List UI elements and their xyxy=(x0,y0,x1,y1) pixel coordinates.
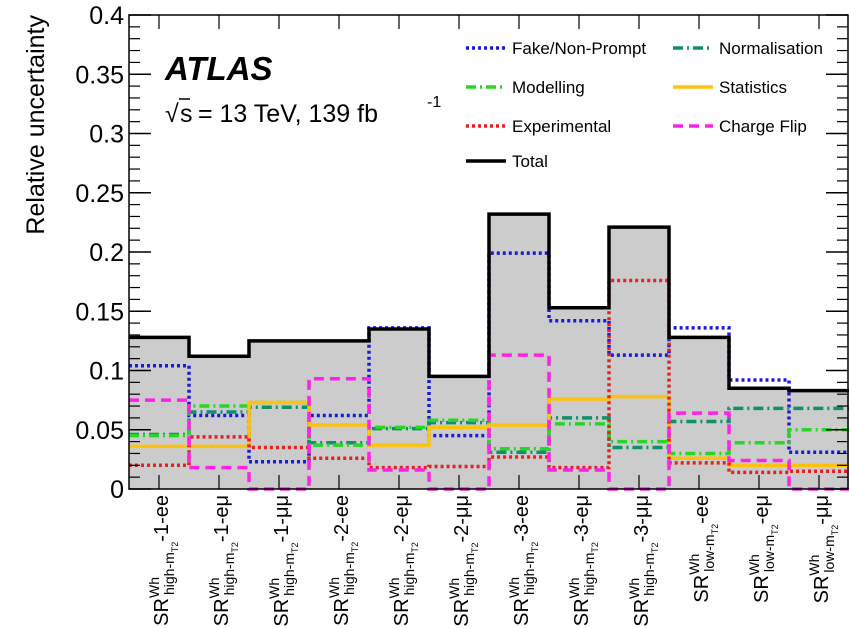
y-tick-label: 0.4 xyxy=(89,2,124,30)
series-line-charge-flip xyxy=(129,353,849,491)
svg-text:SRWhhigh-mT2-3-μμ: SRWhhigh-mT2-3-μμ xyxy=(626,495,660,627)
y-tick-label: 0 xyxy=(110,476,124,504)
svg-text:SRWhhigh-mT2-2-eμ: SRWhhigh-mT2-2-eμ xyxy=(386,495,420,626)
x-tick-labels: SRWhhigh-mT2-1-ee SRWhhigh-mT2-1-eμ SRWhhi… xyxy=(146,495,840,627)
sqrt-symbol: √ xyxy=(165,100,179,128)
legend-label: Fake/Non-Prompt xyxy=(512,39,646,58)
x-tick-label: SRWhhigh-mT2-1-ee xyxy=(146,495,180,626)
svg-text:SRWhhigh-mT2-3-ee: SRWhhigh-mT2-3-ee xyxy=(506,495,540,626)
svg-text:SRWhlow-mT2-eμ: SRWhlow-mT2-eμ xyxy=(746,495,780,603)
legend-entry-normalisation: Normalisation xyxy=(673,39,823,58)
energy-root: s xyxy=(180,100,193,128)
y-axis-label: Relative uncertainty xyxy=(22,15,50,235)
experiment-label: ATLAS xyxy=(164,50,273,87)
svg-text:SRWhhigh-mT2-1-μμ: SRWhhigh-mT2-1-μμ xyxy=(266,495,300,627)
legend-entry-total: Total xyxy=(466,152,548,171)
svg-text:SRWhhigh-mT2-2-ee: SRWhhigh-mT2-2-ee xyxy=(326,495,360,626)
legend-label: Statistics xyxy=(719,78,787,97)
legend-entry-experimental: Experimental xyxy=(466,117,611,136)
x-tick-label: SRWhhigh-mT2-1-μμ xyxy=(266,495,300,627)
legend-entry-fake-non-prompt: Fake/Non-Prompt xyxy=(466,39,646,58)
legend-label: Experimental xyxy=(512,117,611,136)
legend-entry-modelling: Modelling xyxy=(466,78,585,97)
svg-text:SRWhhigh-mT2-2-μμ: SRWhhigh-mT2-2-μμ xyxy=(446,495,480,627)
svg-text:SRWhlow-mT2-μμ: SRWhlow-mT2-μμ xyxy=(806,495,840,603)
y-tick-label: 0.05 xyxy=(75,417,124,445)
legend: Fake/Non-Prompt Normalisation Modelling Sta… xyxy=(466,39,823,171)
y-tick-label: 0.35 xyxy=(75,61,124,89)
series-line-statistics xyxy=(129,394,849,468)
series-line-total xyxy=(129,212,849,393)
legend-label: Modelling xyxy=(512,78,585,97)
x-tick-label: SRWhhigh-mT2-3-eμ xyxy=(566,495,600,626)
y-tick-label: 0.15 xyxy=(75,298,124,326)
svg-text:SRWhlow-mT2-ee: SRWhlow-mT2-ee xyxy=(686,495,720,603)
legend-entry-statistics: Statistics xyxy=(673,78,787,97)
energy-label: √ s = 13 TeV, 139 fb -1 xyxy=(165,94,441,128)
legend-label: Normalisation xyxy=(719,39,823,58)
x-tick-label: SRWhhigh-mT2-3-ee xyxy=(506,495,540,626)
x-tick-label: SRWhlow-mT2-eμ xyxy=(746,495,780,603)
energy-superscript: -1 xyxy=(427,94,441,111)
y-tick-label: 0.2 xyxy=(89,239,124,267)
x-tick-label: SRWhlow-mT2-ee xyxy=(686,495,720,603)
svg-text:SRWhhigh-mT2-1-ee: SRWhhigh-mT2-1-ee xyxy=(146,495,180,626)
x-tick-label: SRWhhigh-mT2-3-μμ xyxy=(626,495,660,627)
y-tick-label: 0.1 xyxy=(89,358,124,386)
legend-entry-charge-flip: Charge Flip xyxy=(673,117,807,136)
svg-text:SRWhhigh-mT2-3-eμ: SRWhhigh-mT2-3-eμ xyxy=(566,495,600,626)
x-tick-label: SRWhhigh-mT2-2-ee xyxy=(326,495,360,626)
x-tick-label: SRWhhigh-mT2-1-eμ xyxy=(206,495,240,626)
legend-label: Total xyxy=(512,152,548,171)
series-lines xyxy=(129,212,849,491)
svg-text:SRWhhigh-mT2-1-eμ: SRWhhigh-mT2-1-eμ xyxy=(206,495,240,626)
energy-text: = 13 TeV, 139 fb xyxy=(191,100,378,128)
x-tick-label: SRWhlow-mT2-μμ xyxy=(806,495,840,603)
x-tick-label: SRWhhigh-mT2-2-eμ xyxy=(386,495,420,626)
axes: 0 0.05 0.1 0.15 0.2 0.25 0.3 0.35 0.4 xyxy=(75,2,849,504)
x-tick-label: SRWhhigh-mT2-2-μμ xyxy=(446,495,480,627)
y-tick-label: 0.25 xyxy=(75,180,124,208)
y-tick-label: 0.3 xyxy=(89,121,124,149)
legend-label: Charge Flip xyxy=(719,117,807,136)
series-line-experimental xyxy=(129,278,849,475)
